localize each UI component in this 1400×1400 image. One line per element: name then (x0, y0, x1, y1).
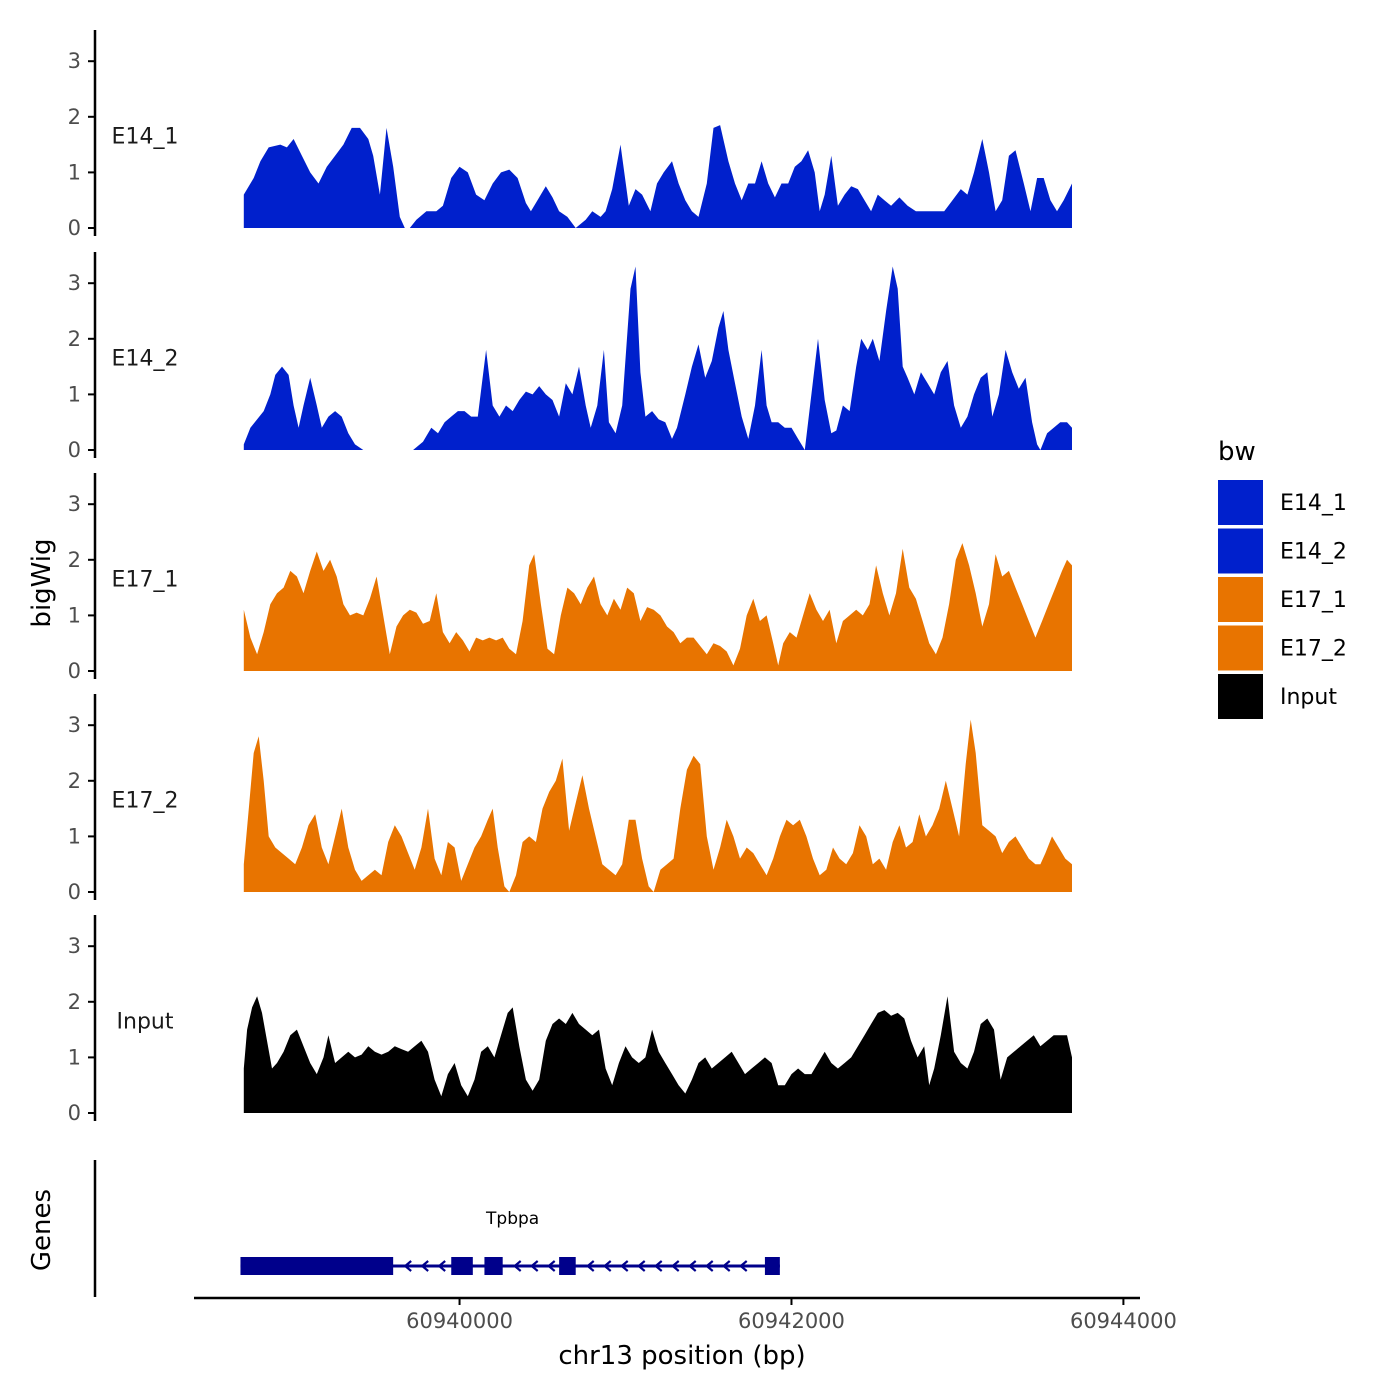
track-E17_2: 0 1 2 3 E17_2 (68, 694, 1073, 904)
track-label: E17_1 (112, 567, 179, 592)
legend: bw E14_1 E14_2 E17_1 E17_2 Input (1218, 437, 1347, 719)
track-label: E14_1 (112, 124, 179, 149)
legend-swatch (1218, 528, 1263, 574)
x-axis: 60940000 60942000 60944000 (194, 1296, 1177, 1333)
strand-arrow (546, 1260, 556, 1272)
legend-label: Input (1280, 685, 1337, 710)
track-label: E17_2 (112, 788, 179, 813)
y-tick-label: 1 (68, 1045, 81, 1069)
y-tick-label: 3 (68, 271, 81, 295)
legend-title: bw (1218, 437, 1256, 467)
strand-arrow (529, 1260, 539, 1272)
y-tick-label: 2 (68, 769, 81, 793)
gene-exon (484, 1257, 503, 1275)
x-tick-label: 60940000 (406, 1309, 513, 1333)
strand-arrow (420, 1260, 429, 1272)
y-tick-label: 2 (68, 327, 81, 351)
track-label: Input (117, 1009, 174, 1034)
strand-arrow (603, 1260, 612, 1272)
track-E14_2: 0 1 2 3 E14_2 (68, 252, 1073, 462)
y-tick-label: 1 (68, 382, 81, 406)
strand-arrow (403, 1260, 412, 1272)
y-tick-label: 0 (68, 1101, 81, 1125)
y-tick-label: 1 (68, 160, 81, 184)
legend-swatch (1218, 577, 1263, 622)
y-tick-label: 1 (68, 603, 81, 627)
coverage-area-E17_1 (243, 543, 1073, 671)
strand-arrow (722, 1260, 731, 1272)
strand-arrow (586, 1260, 595, 1272)
y-axis-title: bigWig (27, 538, 57, 627)
y-tick-label: 2 (68, 105, 81, 129)
legend-label: E17_2 (1280, 637, 1347, 662)
gene-exon (240, 1257, 394, 1275)
legend-swatch (1218, 625, 1263, 671)
gene-track: Tpbpa (93, 1160, 780, 1297)
track-Input: 0 1 2 3 Input (68, 915, 1073, 1125)
y-tick-label: 0 (68, 659, 81, 683)
strand-arrow (688, 1260, 697, 1272)
strand-arrow (705, 1260, 714, 1272)
strand-arrow (637, 1260, 646, 1272)
coverage-area-E14_1 (243, 125, 1073, 228)
y-tick-label: 0 (68, 216, 81, 240)
legend-label: E17_1 (1280, 588, 1347, 613)
y-tick-label: 0 (68, 438, 81, 462)
y-tick-label: 0 (68, 880, 81, 904)
legend-swatch (1218, 480, 1263, 525)
gene-label: Tpbpa (485, 1209, 539, 1229)
strand-arrow (512, 1260, 522, 1272)
y-tick-label: 3 (68, 713, 81, 737)
y-tick-label: 2 (68, 548, 81, 572)
track-E14_1: 0 1 2 3 E14_1 (68, 30, 1073, 240)
strand-arrow (671, 1260, 680, 1272)
track-E17_1: 0 1 2 3 E17_1 (68, 473, 1073, 683)
strand-arrow (739, 1260, 748, 1272)
gene-exon (559, 1257, 576, 1275)
coverage-tracks: 0 1 2 3 E14_1 0 1 2 3 E14_2 0 1 2 3 E17_1 0 1 2 3 E17_2 0 1 2 3… (68, 30, 1073, 1125)
strand-arrow (654, 1260, 663, 1272)
coverage-area-E14_2 (243, 266, 1073, 450)
legend-label: E14_1 (1280, 491, 1347, 516)
coverage-area-E17_2 (243, 719, 1073, 892)
strand-arrow (437, 1260, 446, 1272)
strand-arrow (620, 1260, 629, 1272)
coverage-area-Input (243, 996, 1073, 1113)
y-tick-label: 3 (68, 934, 81, 958)
y-tick-label: 3 (68, 492, 81, 516)
x-tick-label: 60944000 (1070, 1309, 1177, 1333)
genes-axis-title: Genes (27, 1189, 57, 1271)
y-tick-label: 2 (68, 990, 81, 1014)
gene-exon (451, 1257, 473, 1275)
legend-swatch (1218, 674, 1263, 719)
legend-label: E14_2 (1280, 540, 1347, 565)
x-axis-title: chr13 position (bp) (558, 1341, 805, 1371)
gene-exon (764, 1257, 780, 1275)
x-tick-label: 60942000 (738, 1309, 845, 1333)
track-label: E14_2 (112, 346, 179, 371)
y-tick-label: 1 (68, 824, 81, 848)
y-tick-label: 3 (68, 49, 81, 73)
